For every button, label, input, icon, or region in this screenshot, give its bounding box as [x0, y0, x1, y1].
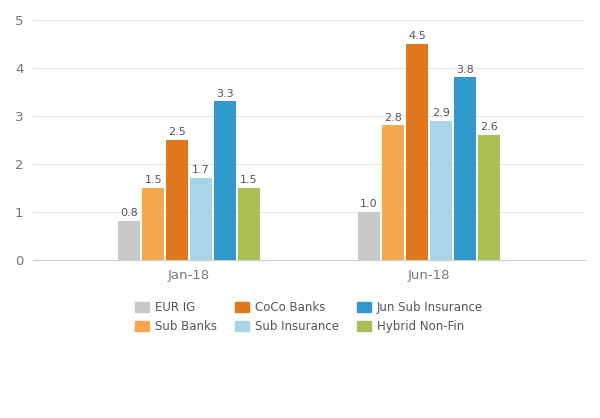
- Bar: [430, 121, 452, 260]
- Text: 1.5: 1.5: [145, 175, 162, 185]
- Bar: [214, 102, 236, 260]
- Text: 3.3: 3.3: [217, 89, 234, 99]
- Bar: [166, 140, 188, 260]
- Bar: [454, 77, 476, 260]
- Bar: [358, 212, 380, 260]
- Text: 1.0: 1.0: [360, 199, 378, 209]
- Text: 2.6: 2.6: [480, 122, 498, 132]
- Text: 2.8: 2.8: [384, 112, 402, 122]
- Bar: [406, 44, 428, 260]
- Legend: EUR IG, Sub Banks, CoCo Banks, Sub Insurance, Jun Sub Insurance, Hybrid Non-Fin: EUR IG, Sub Banks, CoCo Banks, Sub Insur…: [131, 297, 488, 338]
- Bar: [118, 221, 140, 260]
- Bar: [382, 125, 404, 260]
- Text: 1.5: 1.5: [241, 175, 258, 185]
- Text: 4.5: 4.5: [408, 31, 426, 41]
- Text: 1.7: 1.7: [192, 165, 210, 175]
- Bar: [478, 135, 500, 260]
- Text: 0.8: 0.8: [121, 208, 138, 218]
- Bar: [142, 188, 164, 260]
- Bar: [238, 188, 260, 260]
- Text: 3.8: 3.8: [456, 65, 474, 75]
- Text: 2.9: 2.9: [432, 108, 450, 118]
- Text: 2.5: 2.5: [168, 127, 186, 137]
- Bar: [190, 178, 212, 260]
